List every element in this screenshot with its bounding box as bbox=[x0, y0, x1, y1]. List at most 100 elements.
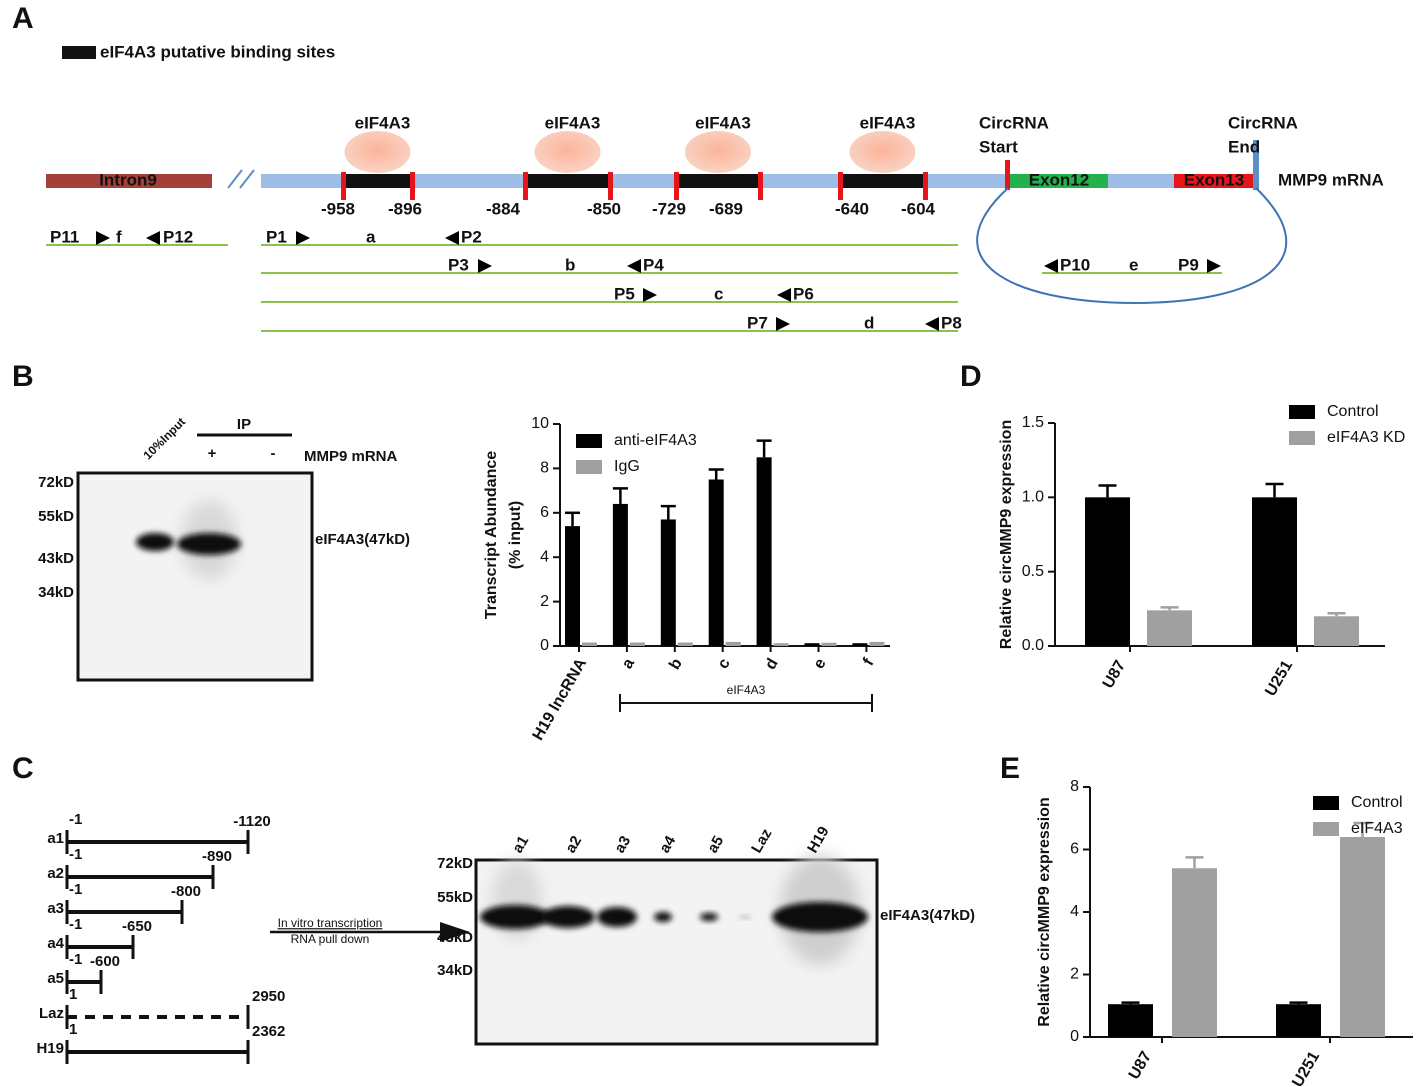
construct-end-label: -800 bbox=[171, 883, 201, 900]
intron bbox=[46, 174, 212, 188]
primer-label: a bbox=[366, 227, 376, 246]
circ-end-mark bbox=[1253, 140, 1259, 190]
x-tick-label: f bbox=[860, 655, 878, 669]
marker-label: 34kD bbox=[437, 962, 473, 979]
panel-label: E bbox=[1000, 752, 1020, 785]
construct-start: -1 bbox=[69, 846, 82, 863]
legend-label: IgG bbox=[614, 458, 640, 475]
construct-end-label: 2362 bbox=[252, 1023, 285, 1040]
circ-end-label: CircRNA bbox=[1228, 113, 1298, 132]
x-tick-label: H19 lncRNA bbox=[530, 655, 591, 743]
legend-label: eIF4A3 KD bbox=[1327, 429, 1405, 446]
construct-name: Laz bbox=[39, 1005, 64, 1022]
site-mark bbox=[674, 172, 679, 200]
x-tick-label: U251 bbox=[1289, 1049, 1323, 1087]
y-tick-label: 0 bbox=[1070, 1028, 1079, 1045]
legend-swatch bbox=[576, 434, 602, 448]
bar bbox=[1340, 837, 1385, 1037]
primer-arrow bbox=[1207, 259, 1221, 273]
primer-arrow bbox=[296, 231, 310, 245]
legend-label: Control bbox=[1327, 403, 1379, 420]
bar bbox=[756, 457, 772, 646]
protein-label: eIF4A3 bbox=[860, 113, 916, 132]
error-bar bbox=[612, 487, 628, 504]
break-mark bbox=[239, 169, 255, 189]
primer-arrow bbox=[1044, 259, 1058, 273]
intron-label: Intron9 bbox=[99, 170, 157, 189]
construct-name: a5 bbox=[47, 970, 64, 987]
y-tick-label: 0.0 bbox=[1022, 637, 1044, 654]
primer-label: b bbox=[565, 255, 575, 274]
y-axis-title: Relative circMMP9 expression bbox=[1036, 797, 1053, 1026]
primer-arrow bbox=[478, 259, 492, 273]
protein bbox=[344, 131, 411, 173]
marker-label: 72kD bbox=[38, 474, 74, 491]
primer-arrow bbox=[445, 231, 459, 245]
bar bbox=[677, 644, 693, 646]
position-label: -896 bbox=[388, 199, 422, 218]
marker-label: 43kD bbox=[38, 550, 74, 567]
x-tick-label: c bbox=[715, 656, 734, 672]
primer-arrow bbox=[643, 288, 657, 302]
primer-label: d bbox=[864, 313, 874, 332]
primer-arrow bbox=[96, 231, 110, 245]
bar bbox=[1085, 497, 1130, 646]
error-bar bbox=[1121, 1001, 1140, 1005]
primer-label: P3 bbox=[448, 255, 469, 274]
protein-label: eIF4A3 bbox=[355, 113, 411, 132]
error-bar bbox=[565, 511, 580, 527]
y-tick-label: 8 bbox=[1070, 778, 1079, 795]
site-mark bbox=[523, 172, 528, 200]
x-tick-label: U87 bbox=[1126, 1049, 1155, 1083]
lane-label: a2 bbox=[562, 833, 585, 856]
legend-label: eIF4A3 putative binding sites bbox=[100, 42, 335, 61]
construct-start: -1 bbox=[69, 951, 82, 968]
arrow-label: In vitro transcription bbox=[278, 916, 383, 930]
bar bbox=[582, 644, 597, 646]
protein bbox=[685, 131, 751, 173]
y-tick-label: 1.0 bbox=[1022, 489, 1044, 506]
binding-site bbox=[343, 174, 412, 188]
primer-arrow bbox=[146, 231, 160, 245]
band bbox=[136, 533, 174, 551]
circ-end-label: End bbox=[1228, 137, 1260, 156]
y-tick-label: 6 bbox=[1070, 841, 1079, 858]
blot bbox=[76, 471, 314, 682]
exon bbox=[1174, 174, 1254, 188]
circ-start-mark bbox=[1005, 160, 1010, 190]
x-tick-label: e bbox=[810, 656, 829, 672]
circ-start-label: CircRNA bbox=[979, 113, 1049, 132]
primer-label: f bbox=[116, 227, 122, 246]
error-bar bbox=[725, 641, 741, 645]
panel-label: D bbox=[960, 360, 982, 393]
primer-arrow bbox=[777, 288, 791, 302]
band bbox=[597, 907, 637, 927]
band bbox=[739, 915, 751, 919]
y-tick-label: 1.5 bbox=[1022, 414, 1044, 431]
y-tick-label: 4 bbox=[1070, 903, 1079, 920]
primer-label: P11 bbox=[50, 227, 79, 246]
construct-start: -1 bbox=[69, 916, 82, 933]
error-bar bbox=[756, 439, 772, 458]
band-label: eIF4A3(47kD) bbox=[880, 907, 975, 924]
site-mark bbox=[758, 172, 763, 200]
primer-label: P12 bbox=[163, 227, 193, 246]
protein bbox=[849, 131, 916, 173]
primer-label: c bbox=[714, 284, 723, 303]
primer-label: e bbox=[1129, 255, 1138, 274]
position-label: -689 bbox=[709, 199, 743, 218]
bar bbox=[1147, 610, 1192, 646]
mrna-label: MMP9 mRNA bbox=[1278, 170, 1384, 189]
primer-label: P2 bbox=[461, 227, 482, 246]
y-tick-label: 2 bbox=[540, 593, 549, 610]
bar bbox=[1172, 868, 1217, 1037]
construct-end-label: -600 bbox=[90, 953, 120, 970]
x-tick-label: a bbox=[619, 656, 638, 672]
ip-label: IP bbox=[237, 416, 251, 433]
bar bbox=[565, 526, 580, 646]
y-tick-label: 4 bbox=[540, 548, 549, 565]
error-bar bbox=[1289, 1001, 1308, 1005]
band-label: eIF4A3(47kD) bbox=[315, 531, 410, 548]
y-axis-title: (% input) bbox=[507, 501, 524, 569]
